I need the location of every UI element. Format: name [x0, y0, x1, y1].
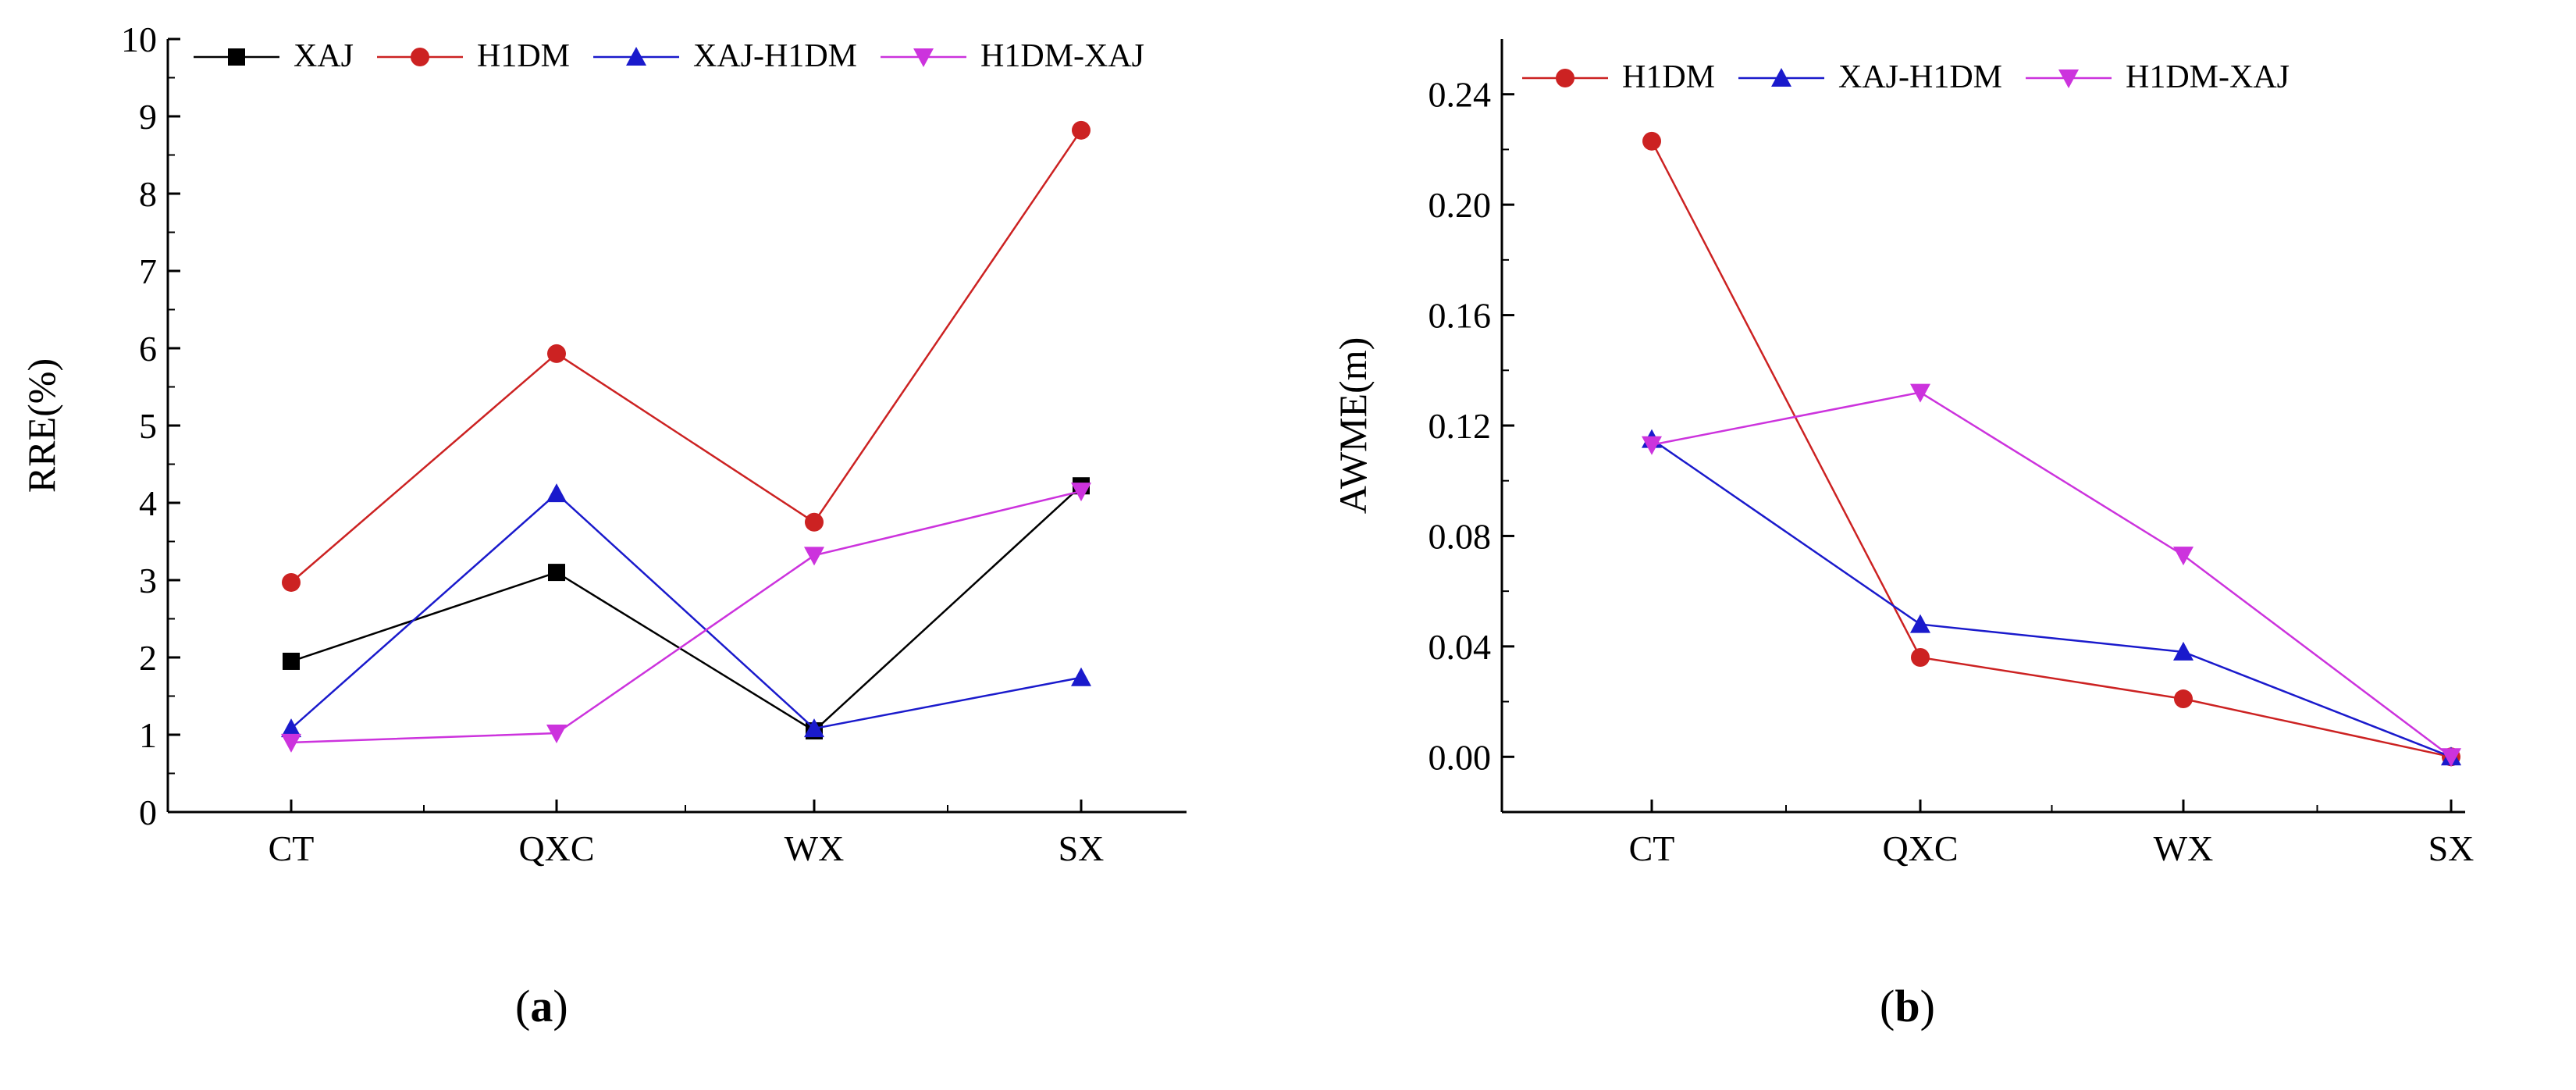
legend-label-h1dm: H1DM	[1622, 59, 1715, 95]
data-point-xaj-h1dm	[546, 483, 567, 503]
legend-label-h1dm-xaj: H1DM-XAJ	[980, 38, 1144, 74]
caption-a: (a)	[515, 981, 568, 1031]
y-tick-label: 4	[139, 483, 157, 523]
y-tick-label: 9	[139, 97, 157, 137]
chart-b: 0.00 0.04 0.08 0.12 0.16 0.20 0.24 CT QXC WX SX AWM…	[1331, 39, 2475, 868]
chart-a: 0 1 2 3 4 5 6 7 8 9 10 CT QXC WX SX RRE(%) XAJ H1DM XAJ-H1…	[20, 20, 1187, 868]
y-tick-label: 0.08	[1429, 516, 1492, 556]
data-point-xaj-h1dm	[2173, 641, 2194, 661]
legend-marker	[626, 47, 647, 66]
legend-label-xaj-h1dm: XAJ-H1DM	[1838, 59, 2002, 95]
y-tick-label: 8	[139, 174, 157, 214]
data-point-h1dm-xaj	[1910, 383, 1930, 403]
y-tick-label: 0.00	[1429, 737, 1492, 777]
y-tick-label: 2	[139, 638, 157, 678]
caption-a-letter: a	[530, 981, 553, 1031]
y-tick-label: 0	[139, 793, 157, 832]
x-tick-label: CT	[269, 828, 315, 868]
series-xaj-h1dm	[1642, 429, 2461, 766]
data-point-h1dm	[547, 344, 566, 363]
legend-marker	[411, 48, 430, 66]
data-point-xaj-h1dm	[804, 718, 824, 738]
series-h1dm	[282, 120, 1091, 592]
series-line-xaj-h1dm	[1651, 438, 2452, 758]
y-axis-title: AWME(m)	[1331, 337, 1375, 515]
y-tick-label: 0.12	[1429, 406, 1492, 446]
legend-label-xaj: XAJ	[294, 38, 354, 74]
x-tick-label: WX	[2154, 828, 2214, 868]
data-point-h1dm-xaj	[546, 725, 567, 744]
series-line-h1dm	[1650, 141, 2452, 758]
series-line-h1dm	[290, 130, 1083, 583]
legend-a: XAJ H1DM XAJ-H1DM H1DM-XAJ	[194, 38, 1144, 74]
data-point-h1dm	[1072, 120, 1091, 140]
data-point-h1dm-xaj	[1071, 483, 1091, 502]
series-h1dm-xaj	[281, 483, 1091, 753]
data-point-xaj-h1dm	[281, 718, 301, 738]
y-tick-label: 7	[139, 251, 157, 291]
y-axis-title: RRE(%)	[20, 358, 63, 493]
data-point-h1dm	[1911, 648, 1930, 667]
data-point-xaj	[283, 652, 300, 670]
y-tick-label: 10	[121, 20, 157, 59]
y-tick-label: 6	[139, 329, 157, 369]
data-point-h1dm	[805, 512, 824, 532]
legend-label-xaj-h1dm: XAJ-H1DM	[693, 38, 857, 74]
series-line-xaj-h1dm	[290, 492, 1082, 730]
legend-b: H1DM XAJ-H1DM H1DM-XAJ	[1522, 59, 2290, 95]
legend-marker	[2058, 69, 2080, 88]
x-tick-label: CT	[1629, 828, 1675, 868]
series-xaj	[283, 477, 1090, 740]
legend-marker	[1556, 69, 1574, 87]
y-tick-label: 3	[139, 561, 157, 600]
x-tick-label: QXC	[1882, 828, 1958, 868]
data-point-h1dm-xaj	[1642, 436, 1662, 455]
series-line-xaj	[290, 485, 1082, 732]
legend-label-h1dm: H1DM	[477, 38, 570, 74]
data-point-h1dm-xaj	[2173, 547, 2194, 566]
data-point-h1dm	[2174, 689, 2193, 709]
caption-b: (b)	[1880, 981, 1935, 1031]
y-tick-label: 1	[139, 715, 157, 755]
series-xaj-h1dm	[281, 483, 1091, 738]
data-point-h1dm	[1642, 131, 1661, 151]
series-h1dm-xaj	[1642, 383, 2461, 768]
legend-marker	[913, 48, 934, 67]
data-point-xaj-h1dm	[1910, 614, 1930, 633]
series-line-h1dm-xaj	[290, 490, 1082, 744]
x-tick-label: SX	[1059, 828, 1105, 868]
data-point-h1dm-xaj	[281, 733, 301, 753]
x-tick-label: SX	[2428, 828, 2475, 868]
y-tick-label: 0.04	[1429, 627, 1492, 667]
y-tick-label: 0.20	[1429, 185, 1492, 225]
data-point-h1dm	[282, 572, 301, 592]
legend-marker	[228, 48, 245, 66]
legend-label-h1dm-xaj: H1DM-XAJ	[2126, 59, 2290, 95]
y-tick-label: 0.24	[1429, 75, 1492, 115]
y-tick-label: 0.16	[1429, 296, 1492, 336]
data-point-h1dm-xaj	[804, 547, 824, 566]
data-point-h1dm-xaj	[2441, 748, 2461, 768]
series-line-h1dm-xaj	[1651, 391, 2452, 758]
data-point-xaj	[548, 564, 565, 582]
x-tick-label: WX	[785, 828, 845, 868]
legend-marker	[1771, 68, 1792, 87]
data-point-xaj-h1dm	[1071, 667, 1091, 686]
caption-b-letter: b	[1895, 981, 1920, 1031]
x-tick-label: QXC	[518, 828, 594, 868]
y-tick-label: 5	[139, 406, 157, 446]
